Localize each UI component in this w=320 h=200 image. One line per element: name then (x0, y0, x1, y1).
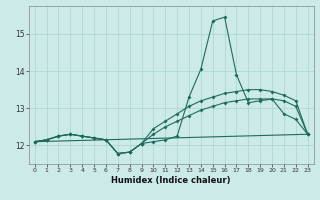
X-axis label: Humidex (Indice chaleur): Humidex (Indice chaleur) (111, 176, 231, 185)
